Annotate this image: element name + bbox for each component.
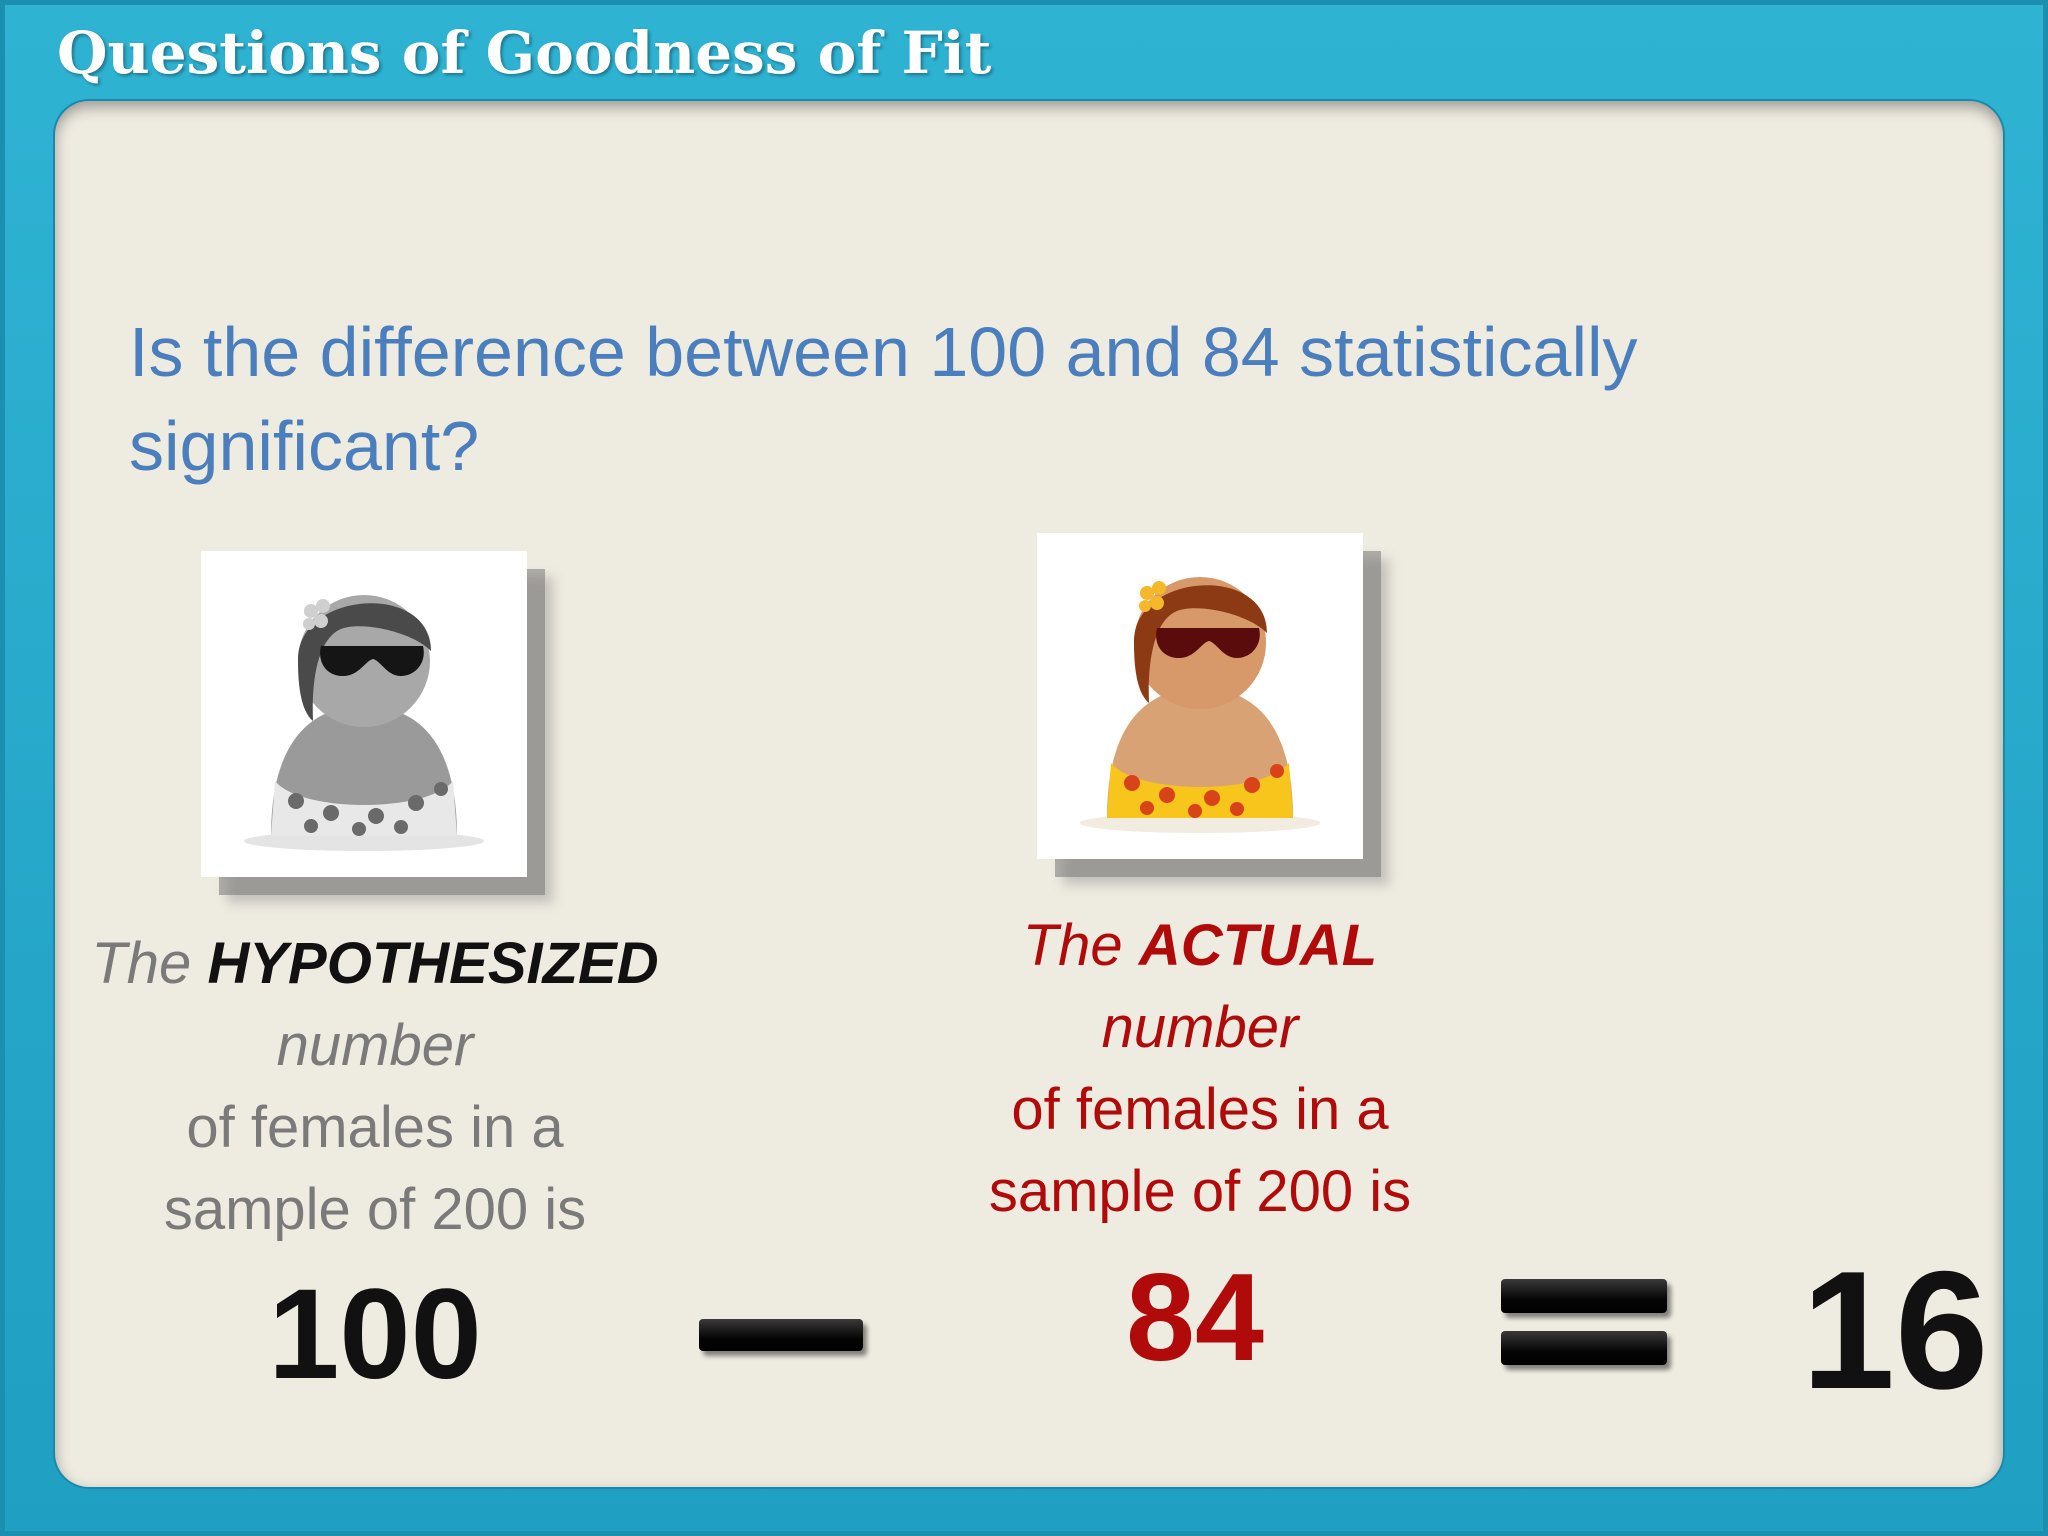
equals-sign-top-icon	[1501, 1279, 1667, 1313]
actual-woman-picture	[1037, 533, 1363, 859]
hypothesized-caption: The HYPOTHESIZED number of females in a …	[85, 923, 665, 1251]
hypothesized-word: number	[276, 1013, 474, 1078]
actual-word: number	[1101, 995, 1299, 1060]
equals-sign-bottom-icon	[1501, 1331, 1667, 1365]
difference-value: 16	[1801, 1236, 1989, 1424]
slide-title: Questions of Goodness of Fit	[57, 19, 992, 87]
woman-sunglasses-color-icon	[1080, 577, 1320, 833]
hypothesized-value: 100	[268, 1263, 482, 1406]
actual-value: 84	[1126, 1249, 1264, 1387]
actual-emphasis: ACTUAL	[1138, 913, 1378, 978]
actual-line-3: of females in a	[1011, 1077, 1389, 1142]
woman-sunglasses-grayscale-icon	[244, 595, 484, 851]
actual-prefix: The	[1022, 913, 1123, 978]
hypothesized-line-3: of females in a	[186, 1095, 564, 1160]
question-line-2: significant?	[129, 407, 480, 485]
hypothesized-woman-picture	[201, 551, 527, 877]
hypothesized-line-4: sample of 200 is	[163, 1177, 587, 1242]
minus-sign-icon	[699, 1319, 863, 1351]
question-line-1: Is the difference between 100 and 84 sta…	[129, 313, 1638, 391]
question-text: Is the difference between 100 and 84 sta…	[129, 305, 1829, 493]
actual-line-4: sample of 200 is	[988, 1159, 1412, 1224]
actual-caption: The ACTUAL number of females in a sample…	[905, 905, 1495, 1233]
hypothesized-emphasis: HYPOTHESIZED	[207, 931, 659, 996]
hypothesized-prefix: The	[91, 931, 192, 996]
